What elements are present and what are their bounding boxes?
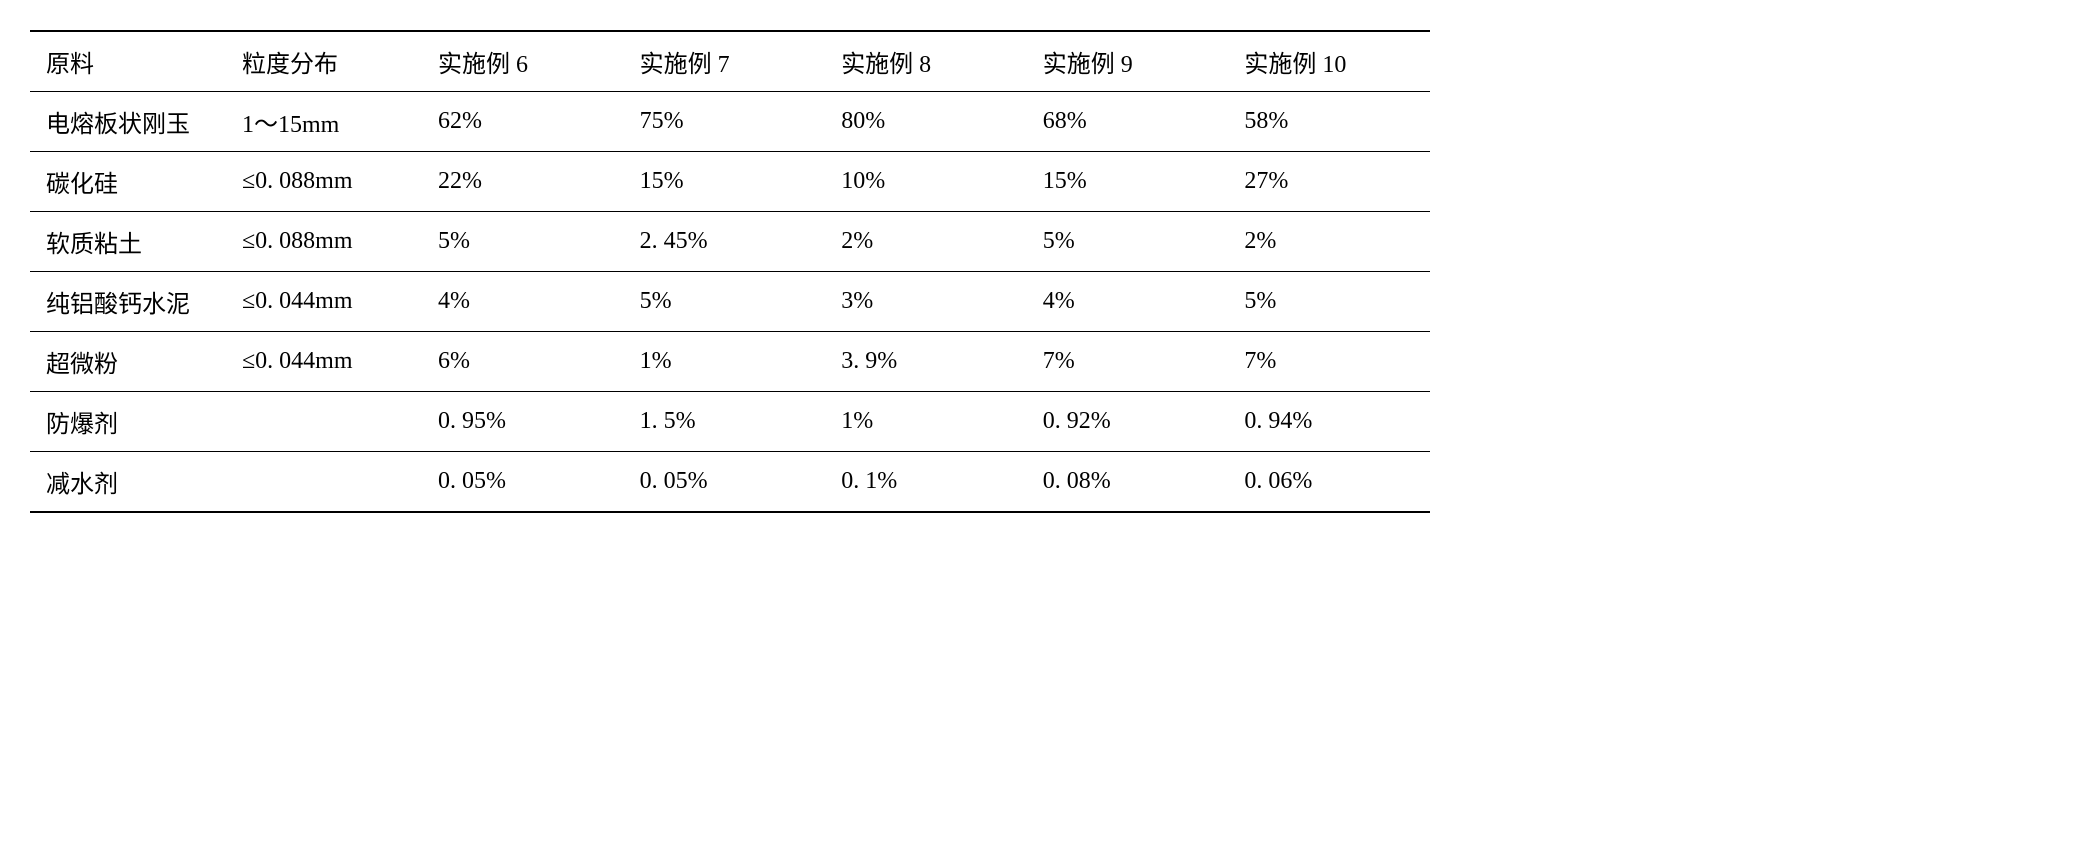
material-cell: 防爆剂	[30, 392, 226, 452]
value-cell: 15%	[1027, 152, 1229, 212]
table-row: 碳化硅 ≤0. 088mm 22% 15% 10% 15% 27%	[30, 152, 1430, 212]
material-cell: 碳化硅	[30, 152, 226, 212]
value-cell: 4%	[422, 272, 624, 332]
column-header: 原料	[30, 31, 226, 92]
value-cell: 6%	[422, 332, 624, 392]
material-cell: 纯铝酸钙水泥	[30, 272, 226, 332]
size-cell: ≤0. 044mm	[226, 272, 422, 332]
value-cell: 68%	[1027, 92, 1229, 152]
value-cell: 3%	[825, 272, 1027, 332]
material-cell: 减水剂	[30, 452, 226, 513]
value-cell: 80%	[825, 92, 1027, 152]
column-header: 粒度分布	[226, 31, 422, 92]
value-cell: 58%	[1228, 92, 1430, 152]
value-cell: 1. 5%	[624, 392, 826, 452]
size-cell: ≤0. 044mm	[226, 332, 422, 392]
table-row: 超微粉 ≤0. 044mm 6% 1% 3. 9% 7% 7%	[30, 332, 1430, 392]
value-cell: 2%	[825, 212, 1027, 272]
value-cell: 75%	[624, 92, 826, 152]
value-cell: 5%	[624, 272, 826, 332]
value-cell: 0. 08%	[1027, 452, 1229, 513]
value-cell: 1%	[624, 332, 826, 392]
value-cell: 0. 94%	[1228, 392, 1430, 452]
value-cell: 7%	[1027, 332, 1229, 392]
value-cell: 62%	[422, 92, 624, 152]
size-cell: ≤0. 088mm	[226, 152, 422, 212]
size-cell	[226, 392, 422, 452]
composition-table: 原料 粒度分布 实施例 6 实施例 7 实施例 8 实施例 9 实施例 10 电…	[30, 30, 1430, 513]
value-cell: 3. 9%	[825, 332, 1027, 392]
material-cell: 软质粘土	[30, 212, 226, 272]
size-cell: 1～15mm	[226, 92, 422, 152]
table-row: 防爆剂 0. 95% 1. 5% 1% 0. 92% 0. 94%	[30, 392, 1430, 452]
value-cell: 0. 06%	[1228, 452, 1430, 513]
value-cell: 0. 92%	[1027, 392, 1229, 452]
value-cell: 2. 45%	[624, 212, 826, 272]
column-header: 实施例 9	[1027, 31, 1229, 92]
column-header: 实施例 10	[1228, 31, 1430, 92]
size-cell: ≤0. 088mm	[226, 212, 422, 272]
value-cell: 27%	[1228, 152, 1430, 212]
column-header: 实施例 6	[422, 31, 624, 92]
column-header: 实施例 8	[825, 31, 1027, 92]
value-cell: 2%	[1228, 212, 1430, 272]
table-row: 减水剂 0. 05% 0. 05% 0. 1% 0. 08% 0. 06%	[30, 452, 1430, 513]
table-row: 软质粘土 ≤0. 088mm 5% 2. 45% 2% 5% 2%	[30, 212, 1430, 272]
value-cell: 5%	[1228, 272, 1430, 332]
value-cell: 5%	[422, 212, 624, 272]
value-cell: 7%	[1228, 332, 1430, 392]
value-cell: 22%	[422, 152, 624, 212]
size-cell	[226, 452, 422, 513]
value-cell: 0. 95%	[422, 392, 624, 452]
value-cell: 0. 1%	[825, 452, 1027, 513]
table-body: 电熔板状刚玉 1～15mm 62% 75% 80% 68% 58% 碳化硅 ≤0…	[30, 92, 1430, 513]
value-cell: 10%	[825, 152, 1027, 212]
table-row: 电熔板状刚玉 1～15mm 62% 75% 80% 68% 58%	[30, 92, 1430, 152]
table-row: 纯铝酸钙水泥 ≤0. 044mm 4% 5% 3% 4% 5%	[30, 272, 1430, 332]
value-cell: 1%	[825, 392, 1027, 452]
value-cell: 0. 05%	[422, 452, 624, 513]
table-header-row: 原料 粒度分布 实施例 6 实施例 7 实施例 8 实施例 9 实施例 10	[30, 31, 1430, 92]
material-cell: 电熔板状刚玉	[30, 92, 226, 152]
value-cell: 5%	[1027, 212, 1229, 272]
value-cell: 4%	[1027, 272, 1229, 332]
column-header: 实施例 7	[624, 31, 826, 92]
value-cell: 0. 05%	[624, 452, 826, 513]
value-cell: 15%	[624, 152, 826, 212]
material-cell: 超微粉	[30, 332, 226, 392]
